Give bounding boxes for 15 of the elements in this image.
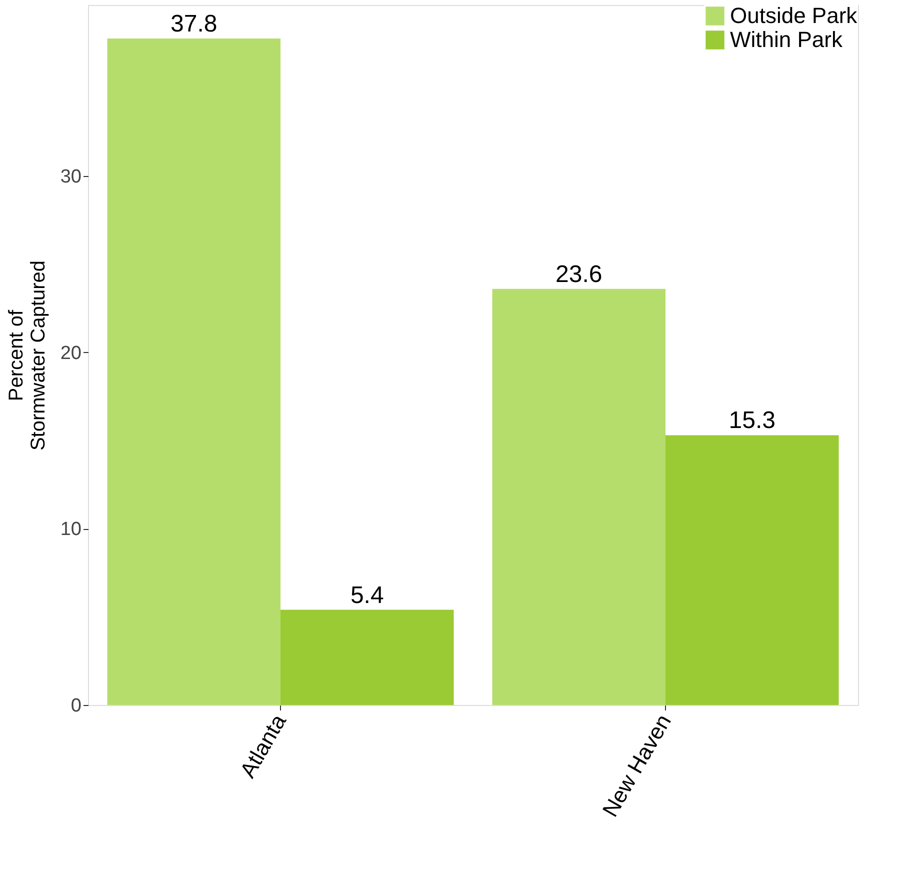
y-tick-label: 10 <box>60 519 82 540</box>
bar <box>666 435 839 705</box>
bar <box>280 610 454 705</box>
legend-label: Within Park <box>730 27 844 52</box>
bar <box>107 38 280 705</box>
bar <box>492 288 666 705</box>
data-label: 5.4 <box>350 582 384 609</box>
y-tick-label: 30 <box>60 166 82 188</box>
data-label: 23.6 <box>556 260 602 288</box>
data-label: 37.8 <box>170 10 218 38</box>
data-label: 15.3 <box>728 407 776 434</box>
legend-label: Outside Park <box>730 3 858 28</box>
y-tick-label: 0 <box>70 696 82 716</box>
y-tick-label: 20 <box>60 342 82 364</box>
y-axis-title: Percent of Stormwater Captured <box>5 260 50 451</box>
